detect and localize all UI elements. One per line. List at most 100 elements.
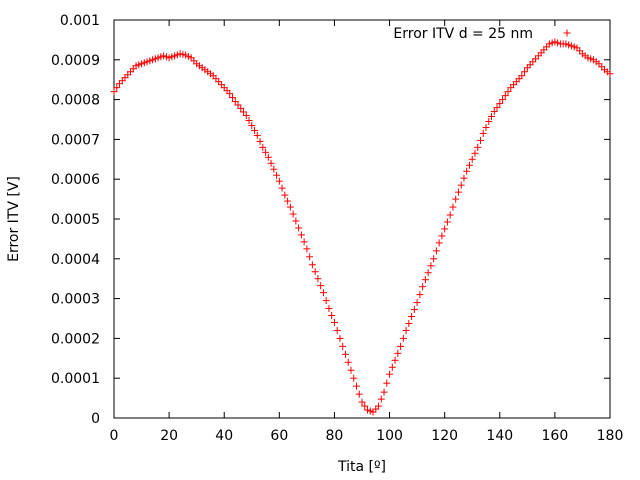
data-point — [350, 374, 358, 382]
data-point — [292, 217, 300, 225]
data-point — [355, 390, 363, 398]
x-tick-label: 140 — [486, 428, 513, 444]
y-tick-label: 0.0002 — [51, 331, 100, 347]
data-point — [295, 224, 303, 232]
x-tick-label: 0 — [110, 428, 119, 444]
data-point — [496, 100, 504, 108]
x-axis: 0 20 40 60 80 100 120 140 160 180 — [110, 20, 624, 444]
y-tick-label: 0.001 — [60, 13, 100, 29]
data-point — [306, 253, 314, 261]
data-point — [226, 90, 234, 98]
data-point — [485, 117, 493, 125]
data-point — [245, 116, 253, 124]
data-point — [606, 70, 614, 78]
data-point — [454, 188, 462, 196]
x-tick-label: 60 — [270, 428, 288, 444]
y-tick-label: 0 — [91, 411, 100, 427]
data-point — [476, 136, 484, 144]
y-tick-label: 0.0008 — [51, 93, 100, 109]
data-point — [361, 402, 369, 410]
data-point — [471, 149, 479, 157]
data-point — [317, 282, 325, 290]
data-point — [460, 174, 468, 182]
data-point — [322, 297, 330, 305]
data-point — [314, 275, 322, 283]
data-point — [416, 291, 424, 299]
data-point — [297, 231, 305, 239]
data-point — [424, 269, 432, 277]
data-point — [499, 96, 507, 104]
data-point — [441, 225, 449, 233]
data-point — [333, 326, 341, 334]
data-point — [377, 395, 385, 403]
data-point — [251, 126, 259, 134]
data-point — [328, 312, 336, 320]
data-point — [319, 289, 327, 297]
data-point — [228, 94, 236, 102]
data-point — [281, 191, 289, 199]
data-point — [275, 177, 283, 185]
x-tick-label: 160 — [542, 428, 569, 444]
data-point — [330, 318, 338, 326]
data-point — [391, 356, 399, 364]
data-point — [264, 153, 272, 161]
x-tick-label: 40 — [215, 428, 233, 444]
x-tick-label: 80 — [326, 428, 344, 444]
legend-marker-symbol — [563, 29, 571, 37]
legend-label: Error ITV d = 25 nm — [393, 26, 533, 42]
plot-frame — [113, 19, 611, 419]
x-tick-label: 100 — [376, 428, 403, 444]
data-point — [449, 203, 457, 211]
data-point — [311, 268, 319, 276]
data-point — [341, 350, 349, 358]
data-point — [240, 108, 248, 116]
data-point — [358, 398, 366, 406]
x-tick-label: 20 — [160, 428, 178, 444]
data-point — [504, 88, 512, 96]
data-point — [482, 123, 490, 131]
data-point — [399, 334, 407, 342]
data-point — [352, 382, 360, 390]
data-point — [488, 113, 496, 121]
data-point — [347, 366, 355, 374]
data-point — [457, 181, 465, 189]
data-point — [427, 262, 435, 270]
data-point — [242, 112, 250, 120]
data-point — [253, 131, 261, 139]
data-point — [405, 319, 413, 327]
data-point — [463, 167, 471, 175]
data-point — [344, 358, 352, 366]
data-point — [521, 68, 529, 76]
data-point — [397, 342, 405, 350]
y-tick-label: 0.0003 — [51, 292, 100, 308]
x-axis-label: Tita [º] — [337, 459, 386, 475]
data-point — [452, 195, 460, 203]
data-point — [410, 306, 418, 314]
y-tick-label: 0.0004 — [51, 252, 100, 268]
data-point — [289, 210, 297, 218]
x-tick-label: 120 — [431, 428, 458, 444]
data-point — [237, 104, 245, 112]
data-point — [308, 261, 316, 269]
data-point — [430, 255, 438, 263]
data-point — [110, 88, 118, 96]
data-point — [259, 143, 267, 151]
data-point — [262, 148, 270, 156]
data-point — [388, 363, 396, 371]
data-point — [375, 402, 383, 410]
data-point — [446, 211, 454, 219]
y-tick-label: 0.0006 — [51, 172, 100, 188]
data-point — [325, 305, 333, 313]
data-point — [435, 239, 443, 247]
data-point — [468, 155, 476, 163]
data-point — [421, 276, 429, 284]
data-point — [386, 370, 394, 378]
data-point — [465, 161, 473, 169]
data-point — [273, 171, 281, 179]
data-point — [286, 203, 294, 211]
data-point — [284, 197, 292, 205]
y-tick-label: 0.0005 — [51, 212, 100, 228]
x-tick-label: 180 — [597, 428, 624, 444]
data-point — [443, 218, 451, 226]
